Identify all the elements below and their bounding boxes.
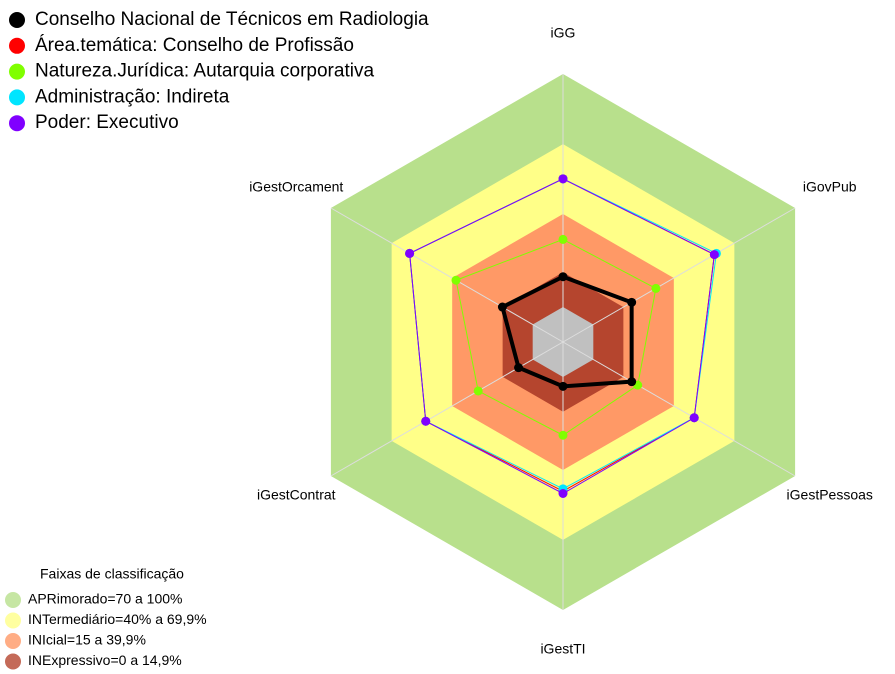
axis-label: iGestTI — [540, 641, 585, 657]
series-point — [497, 302, 507, 312]
series-point — [473, 386, 483, 396]
axis-label: iGestPessoas — [787, 487, 873, 503]
band-legend-marker — [5, 653, 21, 670]
spoke — [562, 341, 796, 477]
series-point — [558, 430, 568, 440]
series-point — [709, 250, 719, 260]
spoke — [330, 341, 564, 477]
series-point — [558, 234, 568, 244]
series-point — [651, 283, 661, 293]
axis-label: iGG — [551, 25, 576, 41]
series-point — [405, 248, 415, 258]
legend-label: Conselho Nacional de Técnicos em Radiolo… — [35, 9, 429, 30]
series-point — [627, 377, 637, 387]
band-legend-label: INIcial=15 a 39,9% — [28, 632, 146, 648]
legend-label: Área.temática: Conselho de Profissão — [35, 35, 354, 56]
spoke — [330, 207, 564, 343]
legend-marker — [9, 37, 25, 54]
series-point — [558, 174, 568, 184]
series-point — [514, 363, 524, 373]
legend-marker — [9, 89, 25, 106]
axis-label: iGovPub — [803, 179, 857, 195]
band-legend-marker — [5, 633, 21, 649]
series-point — [558, 272, 568, 282]
legend-marker — [9, 12, 25, 28]
series-point — [558, 489, 568, 498]
series-point — [421, 416, 431, 426]
legend-marker — [9, 115, 25, 132]
series-point — [558, 381, 568, 391]
bands-title: Faixas de classificação — [40, 566, 184, 582]
band-legend-label: APRimorado=70 a 100% — [28, 591, 183, 607]
axis-label: iGestContrat — [257, 487, 336, 503]
band-legend-label: INExpressivo=0 a 14,9% — [28, 652, 182, 668]
legend-label: Natureza.Jurídica: Autarquia corporativa — [35, 61, 374, 82]
band-legend-marker — [5, 612, 21, 629]
series-point — [689, 413, 699, 423]
legend-label: Poder: Executivo — [35, 112, 179, 133]
legend-marker — [9, 63, 25, 80]
series-point — [451, 275, 461, 285]
axis-label: iGestOrcament — [249, 179, 343, 195]
band-legend-label: INTermediário=40% a 69,9% — [28, 611, 207, 627]
series-point — [627, 297, 637, 307]
legend-label: Administração: Indireta — [35, 86, 230, 107]
band-legend-marker — [5, 592, 21, 608]
spoke — [562, 207, 796, 343]
